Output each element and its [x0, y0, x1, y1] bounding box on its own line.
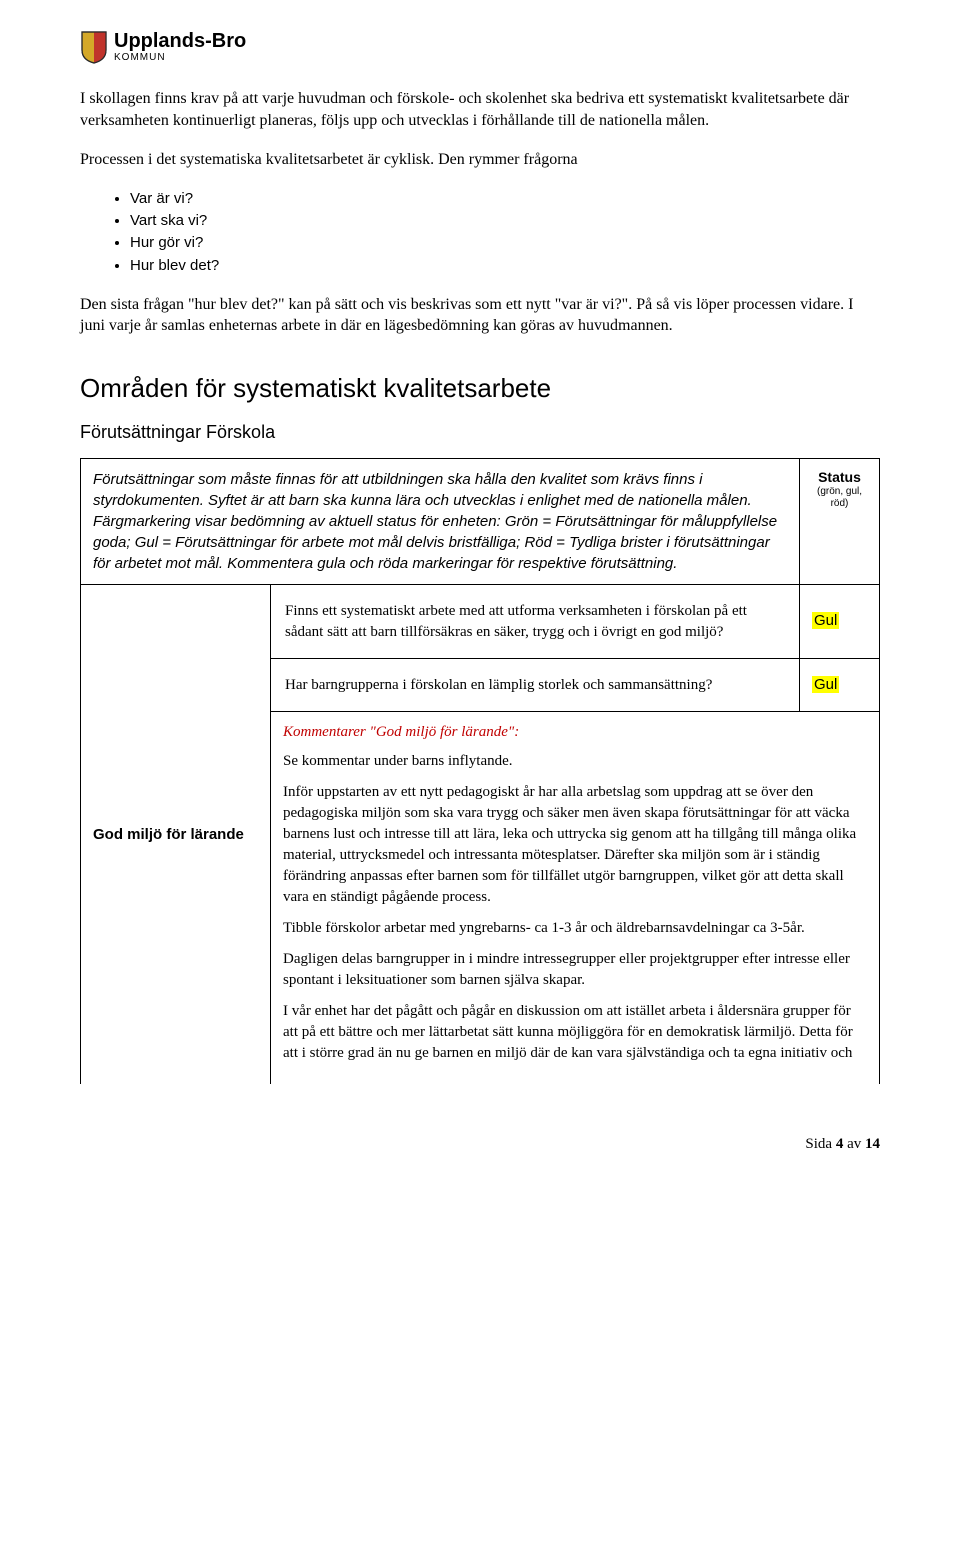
comments-p: Tibble förskolor arbetar med yngrebarns-… [283, 918, 867, 939]
intro-p3: Den sista frågan "hur blev det?" kan på … [80, 294, 880, 337]
bullet-item: Var är vi? [130, 189, 880, 209]
table-row: Förutsättningar som måste finnas för att… [81, 459, 880, 585]
intro-bullets: Var är vi? Vart ska vi? Hur gör vi? Hur … [130, 189, 880, 276]
intro-p1: I skollagen finns krav på att varje huvu… [80, 88, 880, 131]
logo-sub: KOMMUN [114, 53, 246, 63]
comments-heading: Kommentarer "God miljö för lärande": [283, 722, 867, 743]
table-intro-cell: Förutsättningar som måste finnas för att… [81, 459, 800, 585]
footer-total: 14 [865, 1136, 880, 1152]
comments-cell: Kommentarer "God miljö för lärande": Se … [271, 712, 880, 1085]
shield-icon [80, 30, 108, 64]
bullet-item: Hur blev det? [130, 256, 880, 276]
page-footer: Sida 4 av 14 [80, 1134, 880, 1154]
comments-p: Inför uppstarten av ett nytt pedagogiskt… [283, 782, 867, 908]
row-label-cell: God miljö för lärande [81, 585, 271, 1084]
comments-p: I vår enhet har det pågått och pågår en … [283, 1001, 867, 1064]
question-cell: Finns ett systematiskt arbete med att ut… [271, 585, 800, 659]
table-row: God miljö för lärande Finns ett systemat… [81, 585, 880, 659]
status-sublabel: (grön, gul, röd) [812, 486, 867, 510]
status-cell: Gul [800, 585, 880, 659]
conditions-table: Förutsättningar som måste finnas för att… [80, 458, 880, 1084]
comments-p: Dagligen delas barngrupper in i mindre i… [283, 949, 867, 991]
question-cell: Har barngrupperna i förskolan en lämplig… [271, 658, 800, 711]
row-label: God miljö för lärande [93, 826, 244, 843]
status-header-cell: Status (grön, gul, röd) [800, 459, 880, 585]
comments-p: Se kommentar under barns inflytande. [283, 751, 867, 772]
table-intro-text: Förutsättningar som måste finnas för att… [93, 471, 777, 572]
bullet-item: Vart ska vi? [130, 211, 880, 231]
logo-brand: Upplands-Bro [114, 31, 246, 51]
footer-prefix: Sida [805, 1136, 835, 1152]
status-cell: Gul [800, 658, 880, 711]
footer-middle: av [843, 1136, 865, 1152]
status-badge: Gul [812, 612, 839, 629]
section-heading: Områden för systematiskt kvalitetsarbete [80, 371, 880, 406]
section-subheading: Förutsättningar Förskola [80, 420, 880, 444]
status-badge: Gul [812, 676, 839, 693]
bullet-item: Hur gör vi? [130, 233, 880, 253]
logo: Upplands-Bro KOMMUN [80, 30, 880, 64]
intro-p2: Processen i det systematiska kvalitetsar… [80, 149, 880, 171]
logo-text-block: Upplands-Bro KOMMUN [114, 31, 246, 63]
status-label: Status [812, 469, 867, 486]
